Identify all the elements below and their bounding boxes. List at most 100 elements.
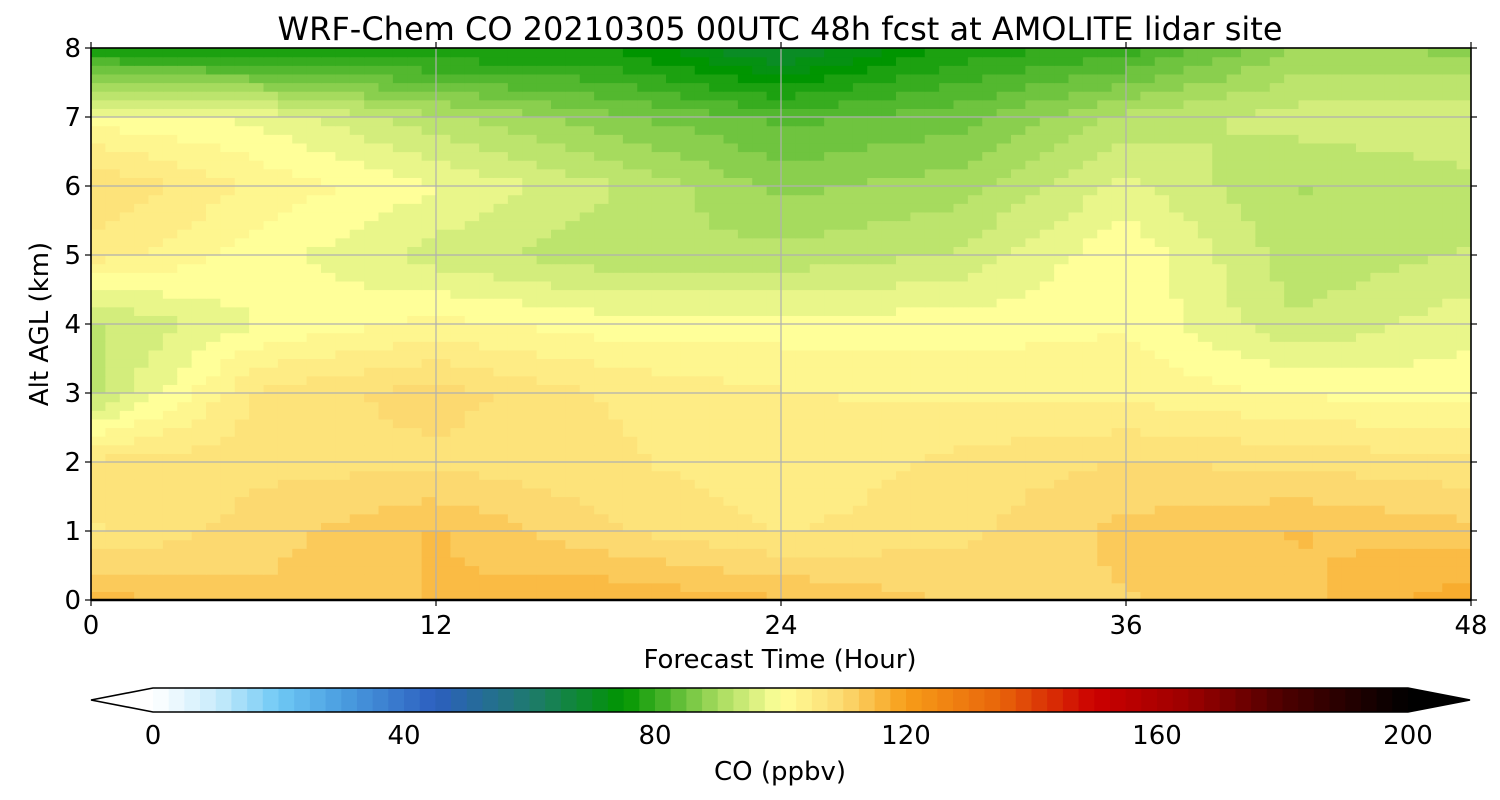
- heatmap-cell: [666, 186, 681, 196]
- heatmap-cell: [565, 582, 581, 592]
- heatmap-cell: [436, 453, 451, 463]
- heatmap-cell: [737, 410, 753, 420]
- heatmap-cell: [579, 246, 595, 256]
- heatmap-cell: [349, 332, 365, 342]
- heatmap-cell: [1039, 332, 1055, 342]
- heatmap-cell: [579, 531, 595, 541]
- heatmap-cell: [378, 358, 394, 368]
- heatmap-cell: [321, 513, 336, 523]
- heatmap-cell: [1269, 272, 1285, 282]
- heatmap-cell: [105, 393, 121, 403]
- heatmap-cell: [982, 211, 998, 222]
- heatmap-cell: [1068, 151, 1084, 161]
- heatmap-cell: [1025, 479, 1041, 489]
- heatmap-cell: [579, 591, 595, 600]
- heatmap-cell: [781, 582, 796, 592]
- heatmap-cell: [134, 522, 150, 532]
- heatmap-cell: [493, 453, 509, 463]
- heatmap-cell: [1456, 211, 1471, 222]
- heatmap-cell: [177, 418, 193, 429]
- heatmap-cell: [277, 246, 293, 256]
- heatmap-cell: [1356, 470, 1371, 480]
- heatmap-cell: [579, 393, 595, 403]
- heatmap-cell: [982, 548, 998, 558]
- heatmap-cell: [436, 427, 451, 437]
- heatmap-cell: [910, 582, 926, 592]
- heatmap-cell: [1284, 211, 1300, 222]
- heatmap-cell: [1442, 168, 1458, 178]
- heatmap-cell: [134, 462, 150, 472]
- heatmap-cell: [996, 470, 1012, 480]
- heatmap-cell: [263, 418, 279, 429]
- heatmap-cell: [321, 306, 336, 316]
- heatmap-cell: [1456, 306, 1471, 316]
- heatmap-cell: [292, 298, 308, 308]
- heatmap-cell: [1384, 479, 1400, 489]
- heatmap-cell: [436, 539, 451, 549]
- heatmap-cell: [1427, 160, 1443, 170]
- heatmap-cell: [177, 513, 193, 523]
- heatmap-cell: [119, 539, 135, 549]
- heatmap-cell: [881, 246, 897, 256]
- heatmap-cell: [1298, 582, 1314, 592]
- heatmap-cell: [1384, 332, 1400, 342]
- heatmap-cell: [1226, 298, 1242, 308]
- heatmap-cell: [1427, 470, 1443, 480]
- heatmap-cell: [1413, 496, 1429, 506]
- heatmap-cell: [1197, 255, 1213, 265]
- heatmap-cell: [651, 582, 667, 592]
- heatmap-cell: [1197, 289, 1213, 299]
- heatmap-cell: [1269, 556, 1285, 567]
- heatmap-cell: [321, 246, 336, 256]
- heatmap-cell: [134, 332, 150, 342]
- heatmap-cell: [1399, 565, 1415, 575]
- heatmap-cell: [479, 496, 495, 506]
- heatmap-cell: [421, 505, 437, 515]
- heatmap-cell: [392, 444, 408, 454]
- heatmap-cell: [1327, 220, 1343, 230]
- heatmap-cell: [1183, 462, 1199, 472]
- heatmap-cell: [1370, 401, 1386, 411]
- heatmap-cell: [709, 582, 725, 592]
- heatmap-cell: [551, 160, 566, 170]
- heatmap-cell: [1241, 505, 1256, 515]
- heatmap-cell: [306, 565, 322, 575]
- heatmap-cell: [924, 151, 940, 161]
- heatmap-cell: [737, 306, 753, 316]
- heatmap-cell: [134, 263, 150, 273]
- heatmap-cell: [622, 548, 638, 558]
- heatmap-cell: [939, 289, 955, 299]
- heatmap-cell: [421, 220, 437, 230]
- heatmap-cell: [1241, 401, 1256, 411]
- heatmap-cell: [1169, 306, 1185, 316]
- heatmap-cell: [824, 203, 840, 213]
- heatmap-cell: [479, 522, 495, 532]
- heatmap-cell: [723, 582, 739, 592]
- heatmap-cell: [1327, 505, 1343, 515]
- heatmap-cell: [896, 393, 911, 403]
- heatmap-cell: [824, 177, 840, 187]
- heatmap-cell: [306, 513, 322, 523]
- heatmap-cell: [579, 263, 595, 273]
- heatmap-cell: [1399, 358, 1415, 368]
- heatmap-cell: [737, 255, 753, 265]
- heatmap-cell: [1269, 479, 1285, 489]
- heatmap-cell: [694, 237, 710, 247]
- heatmap-cell: [953, 349, 969, 360]
- heatmap-cell: [982, 289, 998, 299]
- heatmap-cell: [335, 574, 351, 584]
- heatmap-cell: [1039, 505, 1055, 515]
- heatmap-cell: [694, 375, 710, 385]
- heatmap-cell: [1284, 349, 1300, 360]
- heatmap-cell: [349, 565, 365, 575]
- heatmap-cell: [579, 220, 595, 230]
- heatmap-cell: [809, 341, 825, 351]
- heatmap-cell: [766, 418, 782, 429]
- heatmap-cell: [723, 151, 739, 161]
- heatmap-cell: [967, 401, 983, 411]
- heatmap-cell: [277, 306, 293, 316]
- heatmap-cell: [924, 487, 940, 498]
- heatmap-cell: [493, 168, 509, 178]
- heatmap-cell: [378, 211, 394, 222]
- heatmap-cell: [1413, 531, 1429, 541]
